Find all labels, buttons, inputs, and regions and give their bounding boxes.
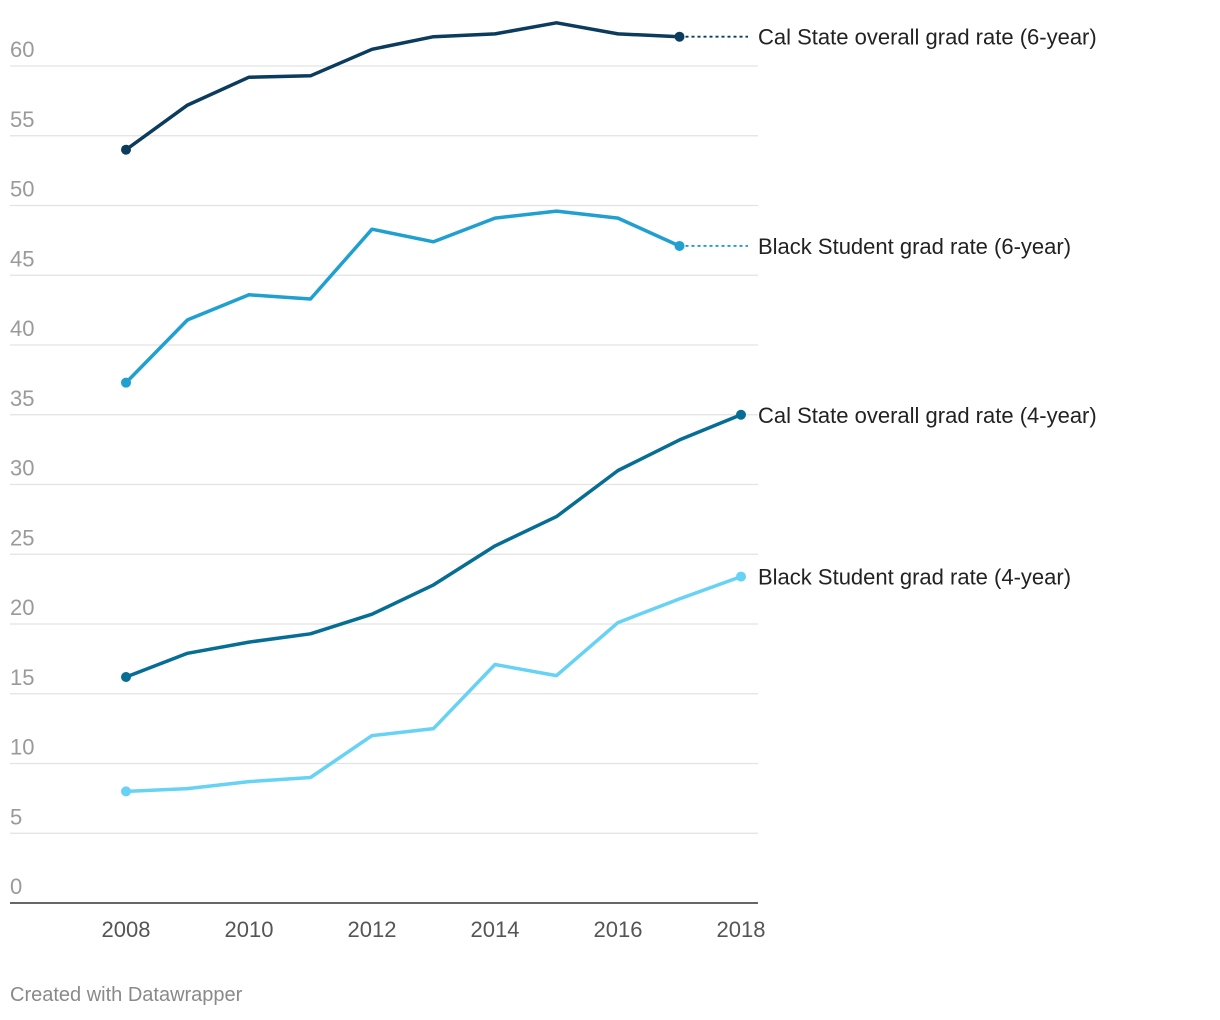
series-2-end-dot — [674, 240, 685, 251]
x-axis-tick-labels: 2008 2010 2012 2014 2016 2018 — [102, 917, 766, 942]
x-tick-label-2014: 2014 — [471, 917, 520, 942]
series-1-line — [124, 21, 682, 152]
y-tick-label-15: 15 — [10, 665, 34, 690]
y-tick-label-5: 5 — [10, 804, 22, 829]
series-2-line — [124, 209, 682, 385]
series-1-start-dot — [121, 144, 131, 155]
series-2-start-dot — [121, 377, 131, 388]
datawrapper-credit: Created with Datawrapper — [10, 984, 243, 1006]
x-tick-label-2016: 2016 — [594, 917, 643, 942]
grid-lines — [10, 65, 758, 834]
series-labels: Cal State overall grad rate (6-year) Blac… — [758, 25, 1097, 590]
series-4-start-dot — [121, 786, 131, 797]
y-tick-label-45: 45 — [10, 246, 34, 271]
series-3-start-dot — [121, 672, 131, 683]
series-4-line — [124, 574, 743, 794]
y-tick-label-20: 20 — [10, 595, 34, 620]
y-tick-label-25: 25 — [10, 525, 34, 550]
y-tick-label-55: 55 — [10, 107, 34, 132]
y-tick-label-30: 30 — [10, 456, 34, 481]
y-tick-label-0: 0 — [10, 874, 22, 899]
y-axis-tick-labels: 0 5 10 15 20 25 30 35 40 45 50 55 60 — [10, 37, 34, 899]
series-1-label: Cal State overall grad rate (6-year) — [758, 25, 1097, 50]
series-4-label: Black Student grad rate (4-year) — [758, 565, 1071, 590]
series-3-label: Cal State overall grad rate (4-year) — [758, 403, 1097, 428]
series-2-label: Black Student grad rate (6-year) — [758, 234, 1071, 259]
series-4-end-dot — [736, 571, 746, 582]
series-1-end-dot — [674, 31, 685, 42]
y-tick-label-35: 35 — [10, 386, 34, 411]
y-tick-label-40: 40 — [10, 316, 34, 341]
y-tick-label-50: 50 — [10, 177, 34, 202]
x-tick-label-2010: 2010 — [225, 917, 274, 942]
x-tick-label-2008: 2008 — [102, 917, 151, 942]
series-3-line — [124, 412, 743, 679]
series-3-end-dot — [736, 409, 746, 420]
y-tick-label-60: 60 — [10, 37, 34, 62]
y-tick-label-10: 10 — [10, 735, 34, 760]
x-tick-label-2018: 2018 — [717, 917, 766, 942]
series-lines — [121, 21, 748, 797]
line-chart: 0 5 10 15 20 25 30 35 40 45 50 55 60 2008 2010 2012 201… — [10, 21, 1097, 942]
x-tick-label-2012: 2012 — [348, 917, 397, 942]
